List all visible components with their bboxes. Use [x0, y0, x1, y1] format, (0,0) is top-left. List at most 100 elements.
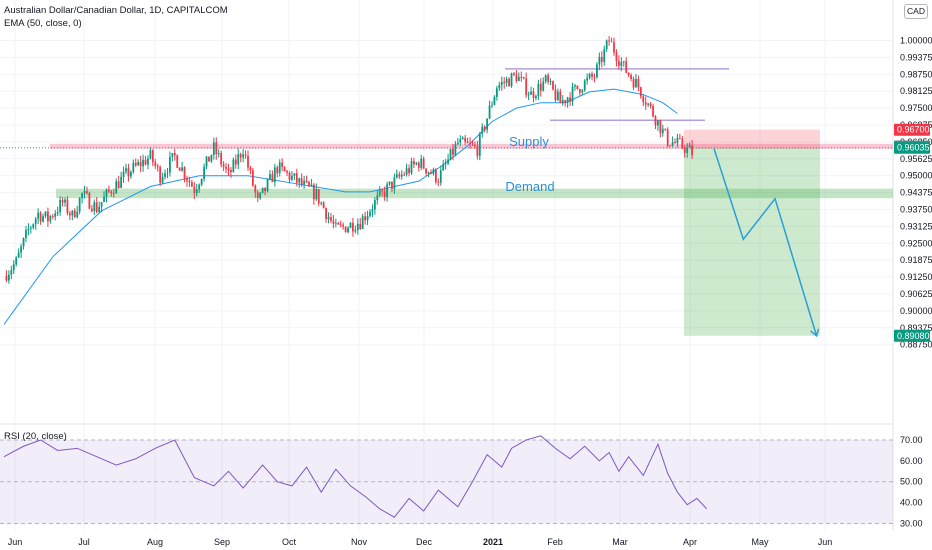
candle-body — [544, 75, 547, 82]
candle — [605, 39, 608, 52]
candle-body — [491, 104, 493, 106]
candle — [234, 154, 237, 169]
candle — [5, 270, 8, 283]
candle-body — [81, 193, 83, 199]
candle — [364, 211, 367, 225]
candle-body — [571, 86, 574, 102]
candle — [122, 166, 125, 183]
candle-body — [147, 158, 149, 165]
price-tick-label: 0.95000 — [900, 171, 932, 181]
candle — [591, 71, 593, 81]
time-tick-label: Apr — [683, 537, 697, 547]
candle — [242, 149, 245, 163]
candle-body — [556, 91, 559, 101]
candle — [44, 211, 47, 219]
candle-body — [149, 150, 152, 159]
candle-body — [129, 171, 132, 177]
candle-body — [103, 196, 105, 202]
candle — [630, 73, 632, 82]
candle — [430, 169, 432, 175]
candle — [361, 213, 364, 230]
candle — [371, 204, 374, 217]
candle — [683, 145, 686, 158]
candle — [344, 226, 347, 233]
currency-label[interactable]: CAD — [904, 4, 928, 19]
candle — [442, 160, 445, 171]
candle — [659, 119, 662, 138]
candle — [393, 173, 396, 194]
candle-body — [391, 181, 393, 189]
candle — [59, 196, 62, 216]
candle — [173, 148, 176, 161]
candle — [27, 223, 30, 236]
candle-body — [413, 161, 415, 165]
zone-layer: Supply Demand — [0, 68, 893, 336]
candle-body — [5, 275, 8, 281]
candle-body — [256, 192, 259, 198]
candle — [493, 95, 496, 106]
candle-body — [156, 165, 159, 168]
symbol-title[interactable]: Australian Dollar/Canadian Dollar, 1D, C… — [4, 5, 228, 16]
candle-body — [334, 222, 337, 224]
price-badge-label: 0.96700 — [897, 125, 930, 135]
candle-body — [532, 91, 535, 99]
rsi-legend[interactable]: RSI (20, close) — [4, 431, 67, 442]
candle-body — [310, 184, 313, 187]
candle-body — [276, 167, 279, 174]
time-tick-label: Dec — [416, 537, 433, 547]
candle — [81, 192, 83, 204]
candle-body — [564, 100, 567, 103]
candle-body — [635, 78, 637, 88]
candle — [83, 185, 86, 199]
candle-body — [671, 142, 674, 146]
axis-layer: 1.000000.993750.987500.981250.975000.968… — [8, 36, 932, 548]
candle — [86, 186, 88, 195]
candle — [200, 178, 203, 187]
candle — [544, 74, 547, 84]
candle-body — [132, 162, 135, 172]
candle — [581, 89, 584, 95]
candle-body — [22, 238, 25, 247]
candle-body — [437, 182, 440, 183]
candle-body — [452, 149, 454, 155]
price-tick-label: 0.98750 — [900, 69, 932, 79]
candle — [115, 178, 118, 194]
candle-body — [539, 83, 542, 91]
rsi-line — [3, 435, 708, 518]
candle — [203, 163, 205, 182]
price-tick-label: 0.93125 — [900, 221, 932, 231]
candle — [461, 136, 464, 140]
candle — [678, 133, 681, 140]
candle — [354, 225, 357, 234]
candle-body — [625, 61, 628, 73]
candle-body — [344, 226, 347, 233]
candle-body — [76, 211, 79, 218]
candle — [305, 175, 308, 183]
candle — [596, 62, 598, 80]
candle — [10, 265, 13, 280]
candle — [647, 102, 650, 108]
candle — [681, 135, 684, 150]
candle-body — [112, 193, 115, 195]
price-tick-label: 0.93750 — [900, 205, 932, 215]
candle-body — [325, 208, 327, 219]
candle — [108, 185, 110, 193]
time-tick-label: May — [751, 537, 769, 547]
candle-body — [281, 162, 284, 167]
candle-body — [444, 163, 447, 165]
candle-body — [239, 154, 242, 158]
candle — [508, 77, 510, 87]
candle-body — [210, 155, 213, 162]
candle-body — [115, 181, 118, 194]
candle — [17, 248, 20, 258]
candle — [686, 143, 689, 158]
candle — [510, 72, 513, 88]
candle — [559, 88, 562, 104]
candle — [151, 149, 154, 167]
ema-legend[interactable]: EMA (50, close, 0) — [4, 18, 82, 29]
candle — [137, 159, 140, 167]
candle-body — [312, 184, 315, 200]
supply-zone-band — [50, 143, 893, 149]
candle — [261, 187, 264, 194]
price-tick-label: 0.88750 — [900, 340, 932, 350]
